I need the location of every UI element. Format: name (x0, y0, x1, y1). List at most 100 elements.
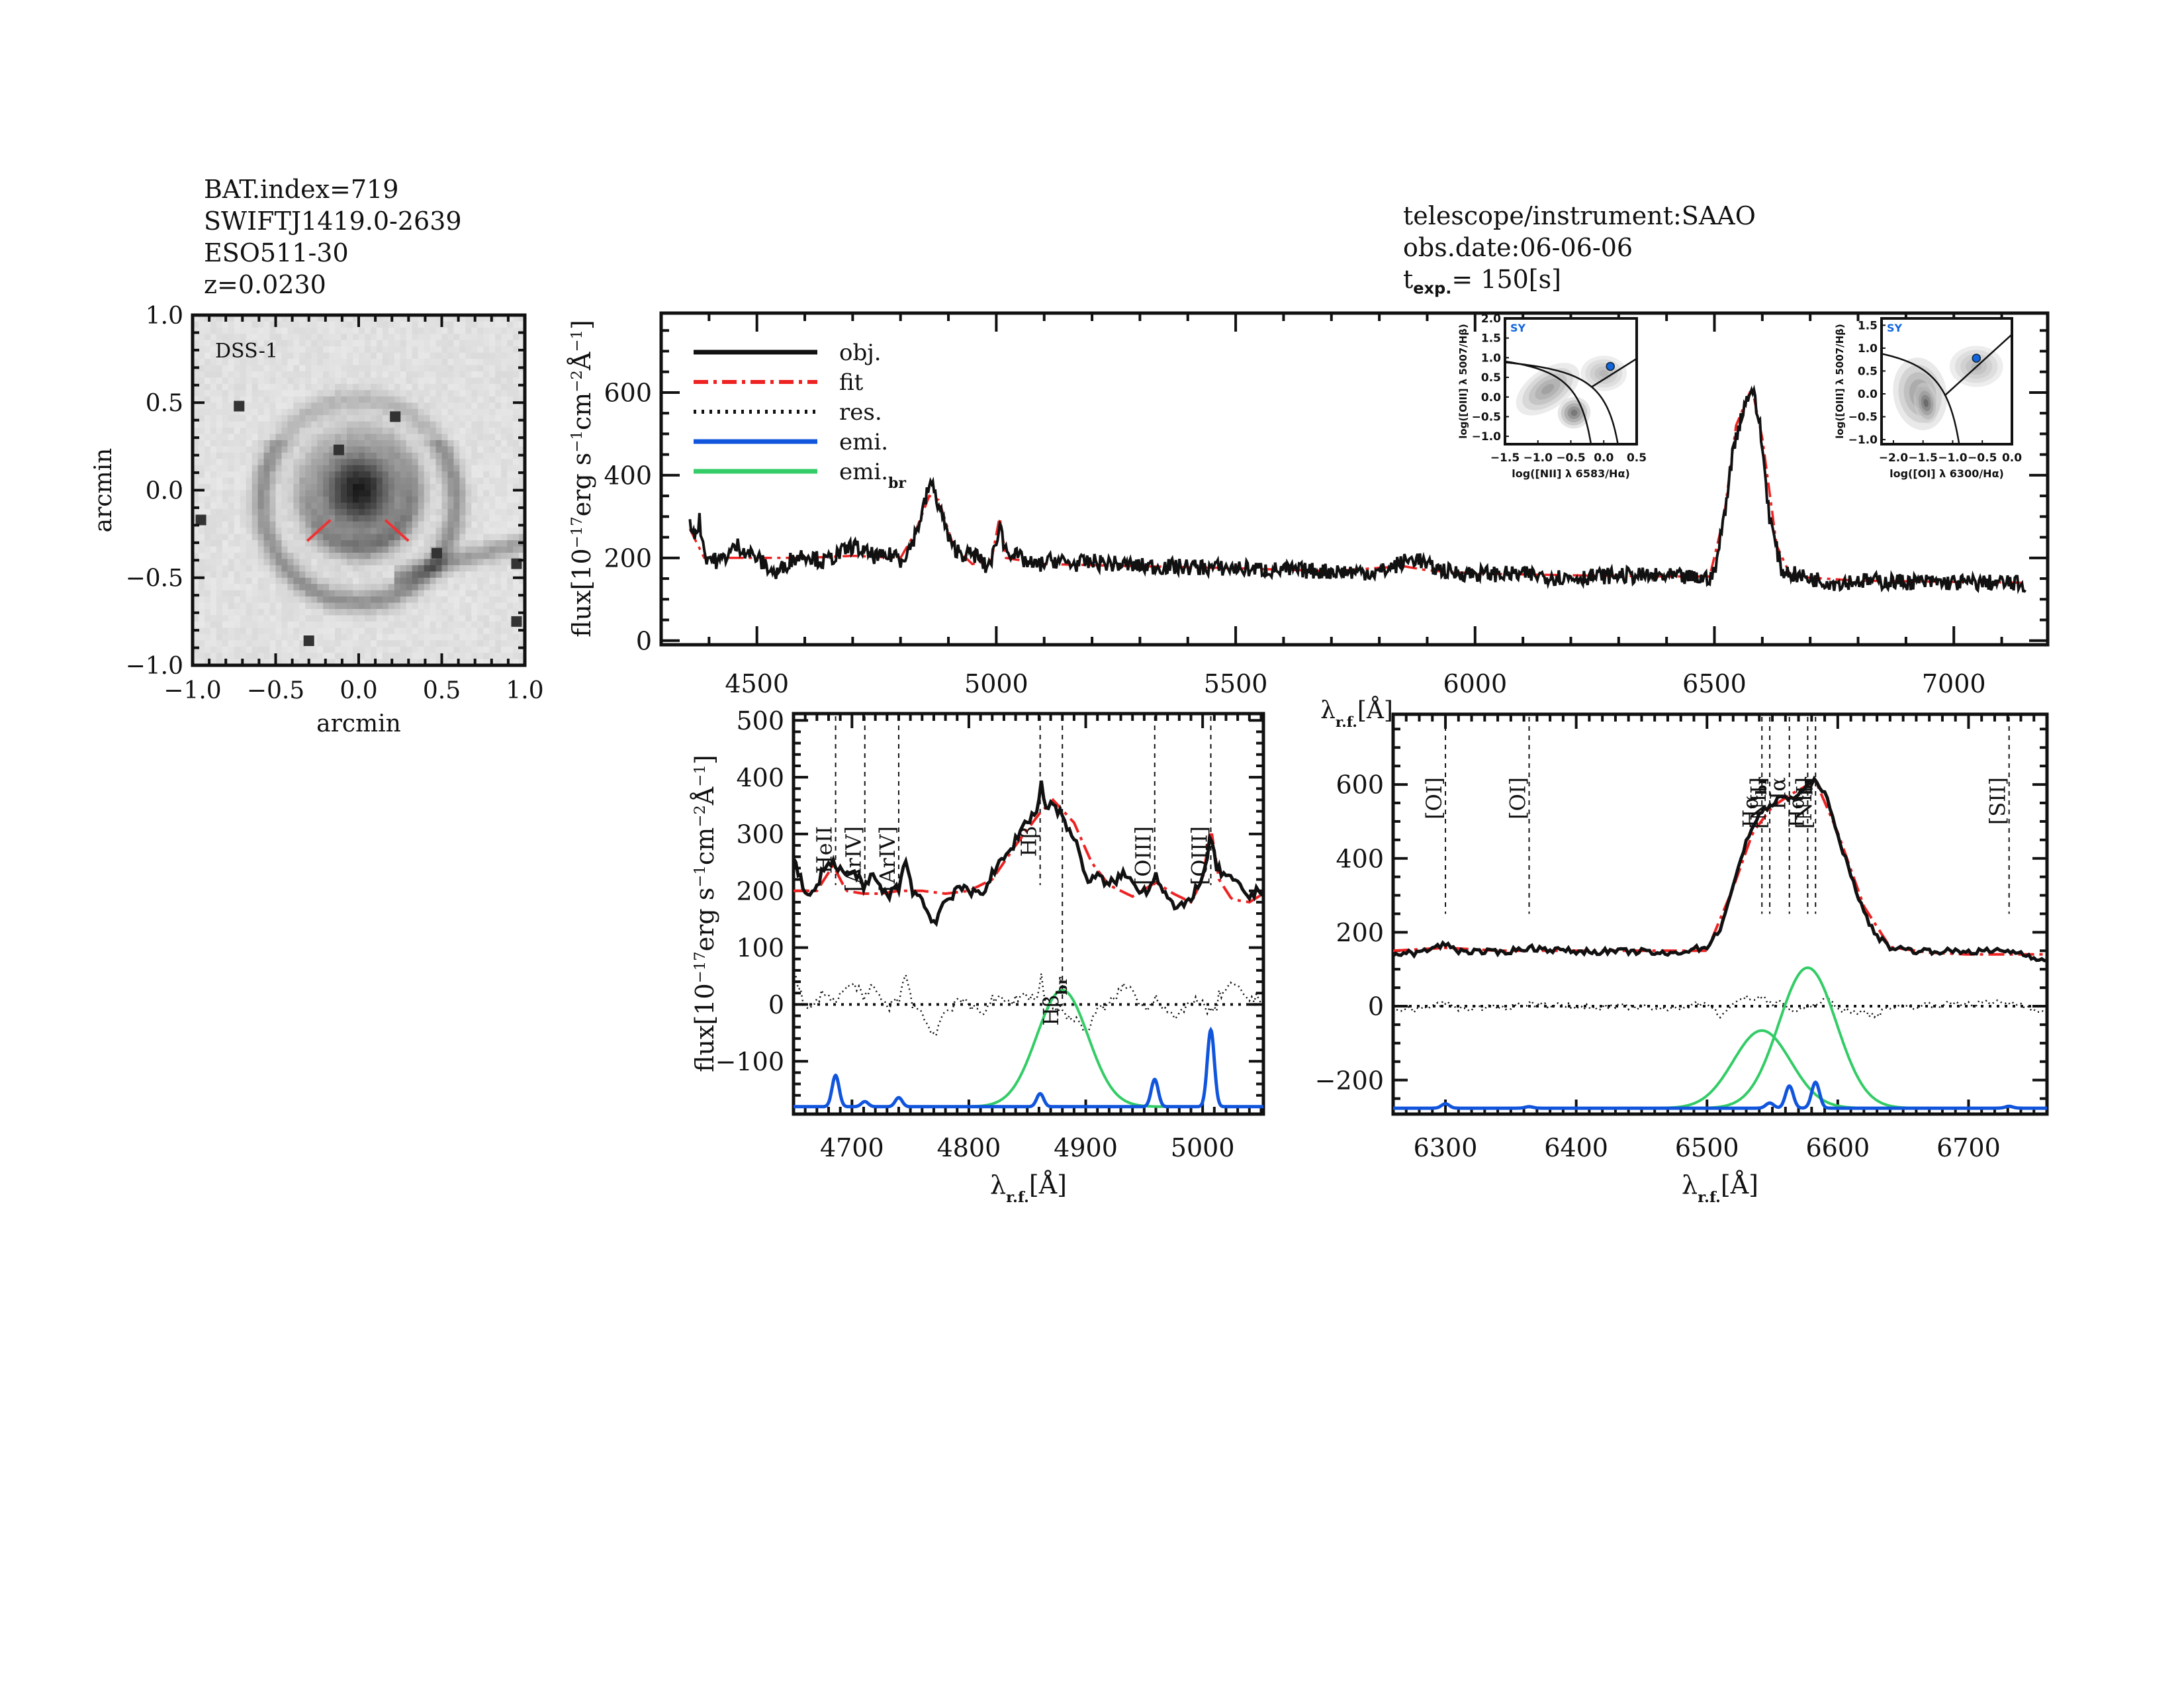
pixel (263, 340, 271, 347)
pixel (275, 390, 283, 397)
pixel (234, 633, 241, 641)
pixel (246, 590, 253, 597)
pixel (275, 434, 283, 441)
pixel (353, 546, 359, 553)
pixel (347, 552, 353, 560)
pixel (311, 428, 318, 435)
pixel (317, 371, 324, 379)
pixel (507, 402, 514, 410)
pixel (222, 359, 229, 366)
pixel (412, 359, 419, 366)
pixel (281, 440, 289, 447)
pixel (459, 608, 466, 616)
pixel (501, 402, 508, 410)
pixel (359, 428, 365, 435)
pixel (228, 546, 235, 553)
pixel (441, 440, 449, 447)
pixel (240, 434, 247, 441)
pixel (198, 428, 205, 435)
pixel (329, 452, 336, 459)
pixel (483, 596, 490, 604)
pixel (240, 334, 247, 341)
pixel (465, 608, 472, 616)
pixel (287, 640, 294, 647)
pixel (234, 477, 241, 485)
pixel (263, 659, 271, 666)
x-tick-label: 5500 (1204, 669, 1268, 698)
pixel (412, 659, 419, 666)
pixel (394, 459, 401, 466)
pixel (353, 515, 359, 522)
pixel (370, 346, 377, 353)
pixel (335, 371, 341, 379)
pixel (388, 577, 395, 585)
pixel (388, 321, 395, 328)
pixel (418, 508, 425, 516)
pixel (257, 602, 265, 610)
plot-frame (792, 712, 1265, 1116)
pixel (376, 646, 383, 653)
pixel (507, 659, 514, 666)
pixel (418, 340, 425, 347)
pixel (507, 383, 514, 391)
y-axis-label: log([OIII] λ 5007/Hβ) (1834, 324, 1846, 439)
pixel (299, 496, 306, 503)
pixel (507, 496, 514, 503)
pixel (193, 571, 199, 579)
pixel (519, 396, 525, 403)
pixel (441, 459, 449, 466)
pixel (418, 390, 425, 397)
pixel (495, 633, 502, 641)
pixel (275, 596, 283, 604)
line-label-subscript: br (1799, 777, 1816, 795)
pixel (204, 334, 211, 341)
pixel (370, 371, 377, 379)
pixel (447, 321, 455, 328)
pixel (281, 477, 289, 485)
pixel (370, 546, 377, 553)
pixel (471, 440, 478, 447)
pixel (424, 465, 431, 472)
pixel (453, 315, 460, 322)
pixel (359, 365, 365, 372)
pixel (406, 477, 413, 485)
pixel (293, 628, 300, 635)
pixel (483, 446, 490, 453)
pixel (311, 390, 318, 397)
pixel (335, 383, 341, 391)
pixel (507, 565, 514, 572)
pixel (370, 402, 377, 410)
pixel (216, 540, 223, 547)
pixel (246, 521, 253, 528)
pixel (246, 534, 253, 541)
pixel (287, 440, 294, 447)
pixel (317, 490, 324, 497)
pixel (495, 408, 502, 416)
pixel (251, 459, 259, 466)
pixel (459, 528, 466, 535)
pixel (376, 471, 383, 479)
pixel (394, 490, 401, 497)
pixel (263, 477, 271, 485)
pixel (477, 628, 484, 635)
pixel (198, 490, 205, 497)
pixel (263, 321, 271, 328)
pixel (257, 559, 265, 566)
line-label: [OIII] (1187, 826, 1212, 885)
pixel (329, 515, 336, 522)
pixel (275, 365, 283, 372)
pixel (359, 502, 365, 510)
pixel (507, 371, 514, 379)
pixel (228, 365, 235, 372)
pixel (323, 471, 330, 479)
pixel (222, 408, 229, 416)
pixel (269, 571, 277, 579)
pixel (305, 608, 312, 616)
pixel (323, 352, 330, 359)
pixel (412, 465, 419, 472)
pixel (281, 383, 289, 391)
obj-line (1393, 775, 2047, 962)
pixel (453, 434, 460, 441)
pixel (222, 428, 229, 435)
pixel (441, 602, 449, 610)
